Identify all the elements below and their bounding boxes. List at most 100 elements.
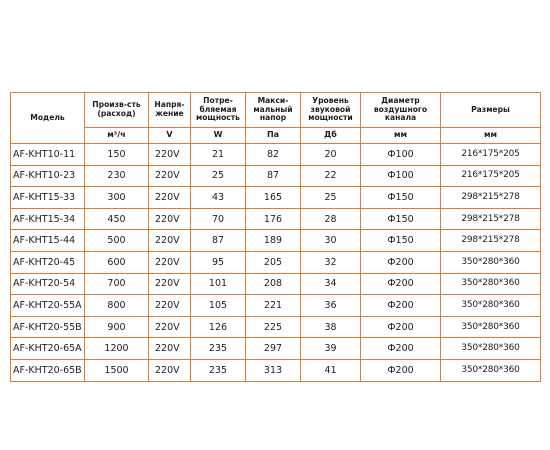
table-row: AF-KHT20-65B 1500 220V 235 313 41 Ф200 3… bbox=[10, 358, 541, 382]
cell-flow: 1500 bbox=[84, 358, 149, 382]
cell-pressure: 87 bbox=[245, 164, 301, 188]
col-header-flow: Произв-сть (расход) bbox=[84, 92, 149, 128]
cell-noise: 28 bbox=[300, 207, 361, 231]
cell-duct: Ф200 bbox=[360, 337, 441, 360]
unit-power: W bbox=[190, 127, 246, 144]
cell-pressure: 225 bbox=[245, 315, 301, 339]
cell-pressure: 208 bbox=[245, 272, 301, 296]
cell-flow: 1200 bbox=[84, 337, 149, 360]
cell-duct: Ф200 bbox=[360, 250, 441, 274]
cell-model: AF-KHT20-55B bbox=[10, 315, 85, 339]
col-header-noise: Уровень звуковой мощности bbox=[300, 92, 361, 128]
cell-voltage: 220V bbox=[148, 358, 191, 382]
cell-voltage: 220V bbox=[148, 207, 191, 231]
cell-pressure: 189 bbox=[245, 229, 301, 252]
cell-flow: 150 bbox=[84, 143, 149, 166]
cell-size: 350*280*360 bbox=[440, 337, 541, 360]
cell-size: 216*175*205 bbox=[440, 143, 541, 166]
cell-power: 101 bbox=[190, 272, 246, 296]
cell-flow: 230 bbox=[84, 164, 149, 188]
cell-pressure: 82 bbox=[245, 143, 301, 166]
cell-duct: Ф100 bbox=[360, 143, 441, 166]
unit-voltage: V bbox=[148, 127, 191, 144]
cell-power: 25 bbox=[190, 164, 246, 188]
cell-flow: 600 bbox=[84, 250, 149, 274]
cell-model: AF-KHT15-44 bbox=[10, 229, 85, 252]
table-row: AF-KHT20-54 700 220V 101 208 34 Ф200 350… bbox=[10, 272, 541, 296]
table-row: AF-KHT15-33 300 220V 43 165 25 Ф150 298*… bbox=[10, 186, 541, 209]
cell-noise: 20 bbox=[300, 143, 361, 166]
cell-size: 216*175*205 bbox=[440, 164, 541, 188]
cell-size: 350*280*360 bbox=[440, 315, 541, 339]
cell-voltage: 220V bbox=[148, 250, 191, 274]
cell-duct: Ф150 bbox=[360, 229, 441, 252]
cell-flow: 300 bbox=[84, 186, 149, 209]
cell-noise: 36 bbox=[300, 294, 361, 317]
cell-noise: 32 bbox=[300, 250, 361, 274]
cell-duct: Ф200 bbox=[360, 294, 441, 317]
cell-power: 95 bbox=[190, 250, 246, 274]
cell-power: 126 bbox=[190, 315, 246, 339]
cell-pressure: 165 bbox=[245, 186, 301, 209]
cell-flow: 500 bbox=[84, 229, 149, 252]
cell-size: 298*215*278 bbox=[440, 186, 541, 209]
cell-pressure: 176 bbox=[245, 207, 301, 231]
cell-voltage: 220V bbox=[148, 315, 191, 339]
cell-duct: Ф150 bbox=[360, 207, 441, 231]
table-row: AF-KHT20-45 600 220V 95 205 32 Ф200 350*… bbox=[10, 250, 541, 274]
table-row: AF-KHT10-11 150 220V 21 82 20 Ф100 216*1… bbox=[10, 143, 541, 166]
table-row: AF-KHT20-55B 900 220V 126 225 38 Ф200 35… bbox=[10, 315, 541, 339]
cell-duct: Ф150 bbox=[360, 186, 441, 209]
col-header-model: Модель bbox=[10, 92, 85, 144]
cell-model: AF-KHT20-55A bbox=[10, 294, 85, 317]
unit-size: мм bbox=[440, 127, 541, 144]
cell-voltage: 220V bbox=[148, 186, 191, 209]
unit-pressure: Па bbox=[245, 127, 301, 144]
cell-size: 350*280*360 bbox=[440, 272, 541, 296]
cell-voltage: 220V bbox=[148, 164, 191, 188]
cell-size: 350*280*360 bbox=[440, 294, 541, 317]
cell-model: AF-KHT15-34 bbox=[10, 207, 85, 231]
cell-power: 21 bbox=[190, 143, 246, 166]
cell-noise: 38 bbox=[300, 315, 361, 339]
cell-pressure: 297 bbox=[245, 337, 301, 360]
cell-voltage: 220V bbox=[148, 272, 191, 296]
table-row: AF-KHT15-34 450 220V 70 176 28 Ф150 298*… bbox=[10, 207, 541, 231]
cell-model: AF-KHT20-65A bbox=[10, 337, 85, 360]
cell-model: AF-KHT20-65B bbox=[10, 358, 85, 382]
cell-voltage: 220V bbox=[148, 143, 191, 166]
unit-duct: мм bbox=[360, 127, 441, 144]
cell-duct: Ф200 bbox=[360, 315, 441, 339]
cell-noise: 41 bbox=[300, 358, 361, 382]
cell-duct: Ф200 bbox=[360, 272, 441, 296]
col-header-size: Размеры bbox=[440, 92, 541, 128]
cell-size: 350*280*360 bbox=[440, 358, 541, 382]
cell-pressure: 313 bbox=[245, 358, 301, 382]
cell-power: 235 bbox=[190, 337, 246, 360]
cell-flow: 800 bbox=[84, 294, 149, 317]
cell-power: 235 bbox=[190, 358, 246, 382]
cell-pressure: 205 bbox=[245, 250, 301, 274]
col-header-duct: Диаметр воздушного канала bbox=[360, 92, 441, 128]
cell-model: AF-KHT20-45 bbox=[10, 250, 85, 274]
col-header-voltage: Напря-жение bbox=[148, 92, 191, 128]
col-header-power: Потре-бляемая мощность bbox=[190, 92, 246, 128]
cell-flow: 450 bbox=[84, 207, 149, 231]
unit-noise: Дб bbox=[300, 127, 361, 144]
cell-model: AF-KHT15-33 bbox=[10, 186, 85, 209]
header-row: Модель Произв-сть (расход) Напря-жение П… bbox=[10, 92, 541, 144]
cell-power: 87 bbox=[190, 229, 246, 252]
cell-duct: Ф200 bbox=[360, 358, 441, 382]
cell-size: 350*280*360 bbox=[440, 250, 541, 274]
cell-noise: 39 bbox=[300, 337, 361, 360]
units-row: м³/ч V W Па Дб мм мм bbox=[11, 127, 541, 144]
cell-voltage: 220V bbox=[148, 337, 191, 360]
cell-noise: 34 bbox=[300, 272, 361, 296]
cell-pressure: 221 bbox=[245, 294, 301, 317]
cell-flow: 700 bbox=[84, 272, 149, 296]
specs-table: Модель Произв-сть (расход) Напря-жение П… bbox=[10, 92, 541, 382]
cell-size: 298*215*278 bbox=[440, 229, 541, 252]
cell-duct: Ф100 bbox=[360, 164, 441, 188]
cell-flow: 900 bbox=[84, 315, 149, 339]
cell-noise: 30 bbox=[300, 229, 361, 252]
